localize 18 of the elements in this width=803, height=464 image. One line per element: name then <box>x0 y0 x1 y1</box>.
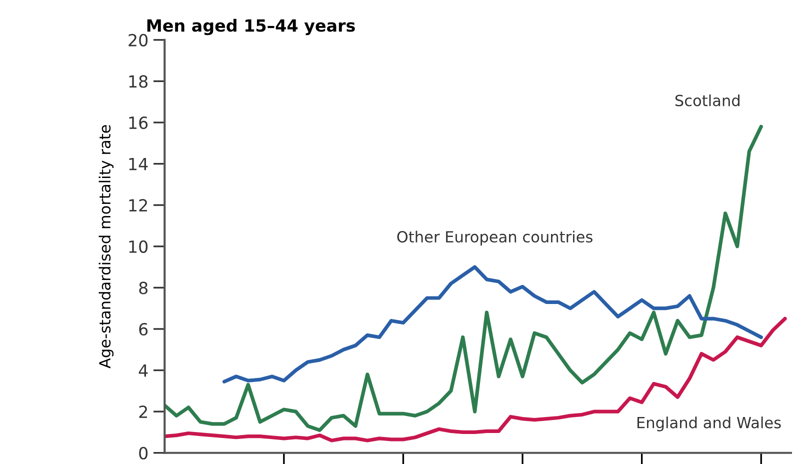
y-tick-label: 14 <box>129 158 148 170</box>
line-series <box>164 316 787 442</box>
text: Other European countries <box>397 230 592 246</box>
y-axis-title: Age-standardised mortality rate <box>98 125 114 368</box>
y-tick-label: 6 <box>139 322 148 336</box>
y-tick-label: 20 <box>128 34 148 46</box>
y-tick-label: 12 <box>129 199 147 212</box>
y-tick-label: 2 <box>139 406 147 418</box>
y-tick-label: 8 <box>139 282 148 294</box>
y-tick-label: 10 <box>129 240 148 253</box>
y-tick-label: 0 <box>139 446 148 460</box>
series-label: Scotland <box>675 94 740 106</box>
y-tick-label: 4 <box>138 364 148 377</box>
series-label: England and Wales <box>637 416 781 432</box>
chart-title: Men aged 15–44 years <box>147 18 355 36</box>
line-series <box>222 265 763 384</box>
y-tick-label: 16 <box>129 116 148 130</box>
y-tick-label: 18 <box>129 75 148 88</box>
